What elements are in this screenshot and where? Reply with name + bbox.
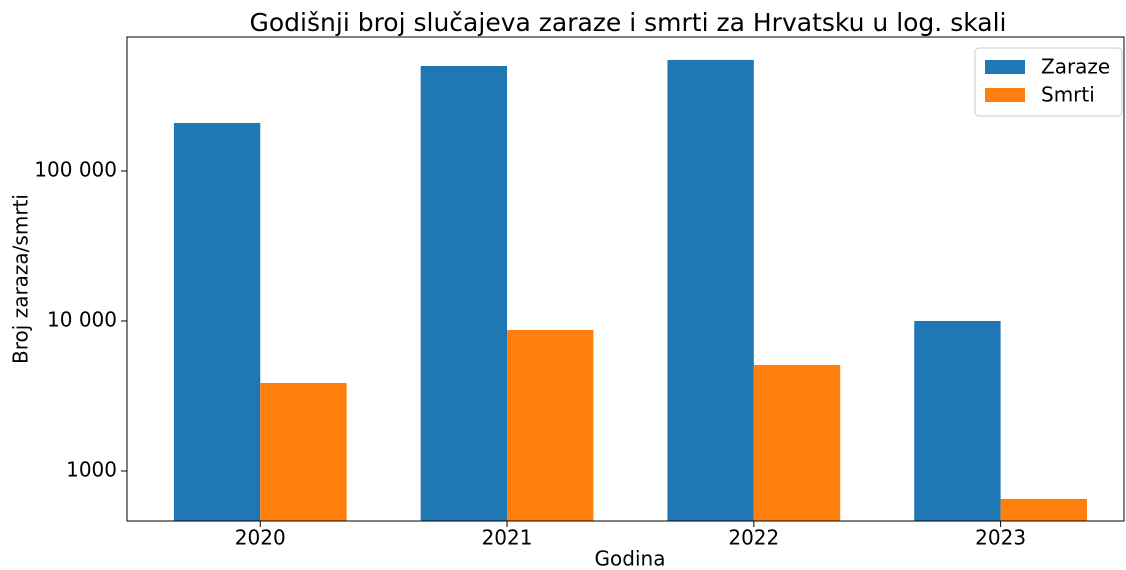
bar xyxy=(173,122,261,521)
y-tick-label: 10 000 xyxy=(47,307,117,331)
y-tick-label: 100 000 xyxy=(34,157,117,181)
legend-label: Smrti xyxy=(1041,83,1095,107)
legend-label: Zaraze xyxy=(1041,55,1110,79)
x-tick-label: 2021 xyxy=(482,526,533,550)
legend-swatch xyxy=(985,60,1025,74)
bar xyxy=(260,382,347,521)
y-tick-label: 1000 xyxy=(66,457,117,481)
x-tick-label: 2023 xyxy=(975,526,1026,550)
bar xyxy=(753,364,841,521)
bar xyxy=(914,320,1001,521)
bar xyxy=(420,66,508,521)
legend-swatch xyxy=(985,88,1025,102)
chart-title: Godišnji broj slučajeva zaraze i smrti z… xyxy=(250,8,1007,37)
x-tick-label: 2022 xyxy=(728,526,779,550)
y-axis-label: Broj zaraza/smrti xyxy=(9,194,33,364)
x-axis-label: Godina xyxy=(595,547,666,570)
bar xyxy=(1000,498,1087,521)
plot-frame xyxy=(126,36,1125,522)
x-tick-label: 2020 xyxy=(235,526,286,550)
bar xyxy=(667,59,754,521)
bar xyxy=(507,329,594,521)
